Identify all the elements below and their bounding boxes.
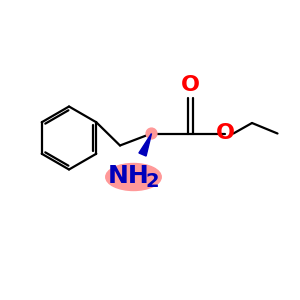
Text: 2: 2: [145, 172, 159, 191]
Ellipse shape: [106, 164, 161, 190]
Text: O: O: [181, 75, 200, 95]
Text: NH: NH: [108, 164, 150, 188]
Text: O: O: [215, 123, 235, 142]
Circle shape: [146, 128, 157, 139]
Polygon shape: [139, 134, 152, 156]
